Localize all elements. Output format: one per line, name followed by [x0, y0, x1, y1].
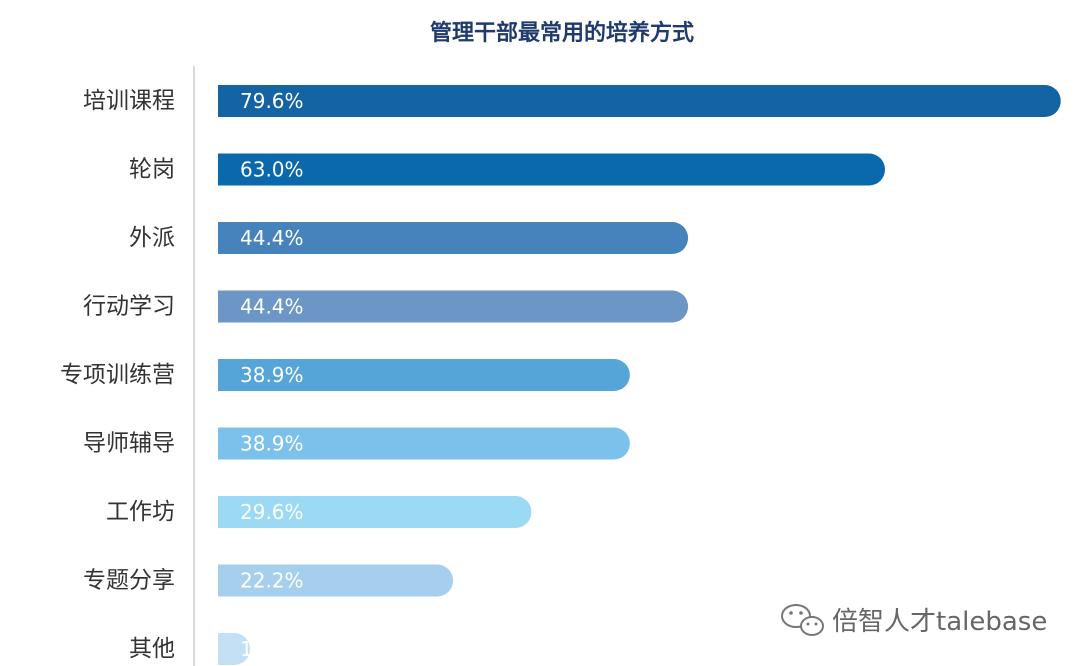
watermark-text: 倍智人才talebase: [832, 607, 1047, 637]
value-label: 22.2%: [240, 569, 304, 593]
bar: [218, 359, 630, 391]
category-label: 外派: [129, 225, 175, 251]
watermark: 倍智人才talebase: [781, 604, 1047, 637]
bars-layer: 培训课程 79.6% 轮岗 63.0% 外派 44.4% 行动学习 44.4% 专项训练营 38.…: [60, 85, 1061, 665]
value-label: 63.0%: [240, 158, 304, 182]
bar: [218, 290, 689, 323]
category-label: 工作坊: [106, 499, 175, 525]
value-label: 38.9%: [240, 432, 304, 456]
category-label: 其他: [129, 636, 175, 662]
value-label: 38.9%: [240, 363, 304, 387]
category-label: 导师辅导: [83, 431, 175, 457]
bar: [218, 633, 250, 665]
value-label: 44.4%: [240, 295, 304, 319]
category-label: 专项训练营: [60, 362, 175, 388]
chart-title: 管理干部最常用的培养方式: [430, 20, 694, 46]
bar: [218, 153, 886, 186]
category-label: 专题分享: [83, 568, 175, 594]
category-label: 轮岗: [129, 157, 175, 183]
bar: [218, 85, 1061, 117]
wechat-icon: [781, 604, 824, 636]
value-label: 79.6%: [240, 89, 304, 113]
bar: [218, 496, 532, 528]
category-label: 培训课程: [83, 88, 175, 114]
bar: [218, 427, 630, 460]
value-label: 44.4%: [240, 226, 304, 250]
bar: [218, 564, 454, 597]
bar: [218, 222, 689, 254]
value-label: 1.9%: [240, 637, 291, 661]
value-label: 29.6%: [240, 500, 304, 524]
category-label: 行动学习: [83, 294, 175, 320]
